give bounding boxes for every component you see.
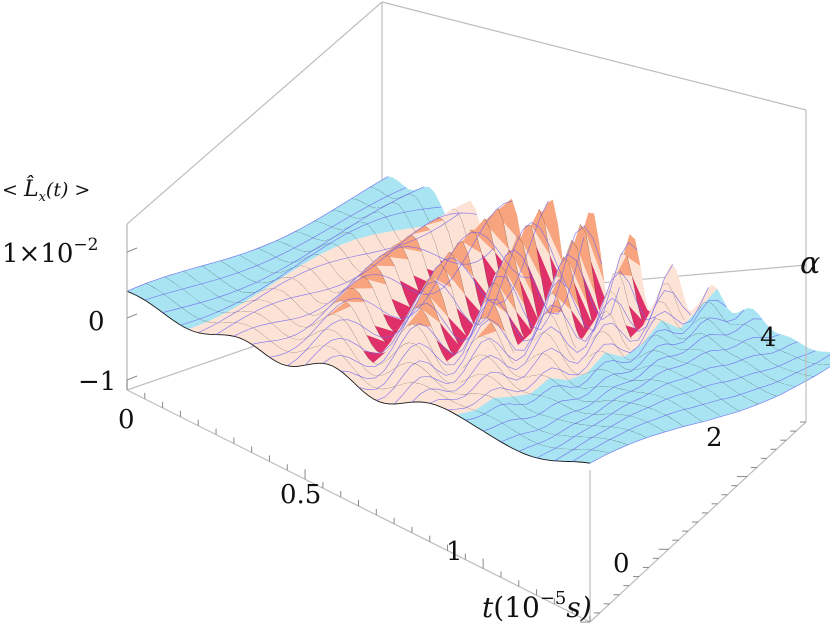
mesh-line-alpha	[500, 318, 763, 443]
mesh-line-alpha	[180, 206, 442, 326]
mesh-line-alpha	[126, 176, 389, 292]
tick-mark	[126, 247, 138, 253]
mesh-line-alpha	[287, 200, 549, 367]
mesh-line-alpha	[304, 221, 567, 366]
x-tick-label: 0	[118, 405, 135, 435]
mesh-line-alpha	[233, 246, 496, 337]
y-tick-label: 2	[706, 423, 723, 453]
mesh-line-alpha	[376, 241, 638, 401]
z-axis-label: < L̂x(t) >	[2, 176, 90, 205]
mesh-line-alpha	[589, 366, 830, 464]
z-tick-label: 0	[88, 307, 105, 337]
axis-ticks	[126, 247, 806, 623]
mesh-line-alpha	[536, 341, 798, 459]
y-tick-label: 4	[760, 323, 777, 353]
y-axis-label: α	[800, 246, 820, 281]
surface-patch	[450, 200, 477, 211]
mesh-line-alpha	[483, 309, 745, 432]
surface-mesh	[126, 176, 830, 464]
x-axis-label: t(10−5s)	[482, 588, 592, 624]
mesh-line-alpha	[322, 237, 585, 368]
mesh-line-alpha	[572, 354, 830, 462]
mesh-line-alpha	[411, 264, 674, 403]
mesh-line-alpha	[447, 287, 709, 411]
mesh-line-alpha	[144, 187, 406, 301]
mesh-line-alpha	[465, 300, 727, 421]
mesh-line-alpha	[198, 213, 460, 334]
y-tick-label: 0	[613, 549, 630, 579]
mesh-line-alpha	[215, 212, 478, 335]
mesh-line-alpha	[251, 200, 513, 345]
tick-mark	[126, 313, 138, 319]
mesh-line-alpha	[162, 186, 424, 313]
mesh-line-alpha	[358, 253, 620, 390]
tick-mark	[126, 375, 138, 381]
mesh-line-alpha	[518, 334, 780, 452]
mesh-line-alpha	[269, 231, 531, 358]
z-tick-label: −1	[78, 367, 116, 397]
mesh-line-alpha	[340, 225, 603, 380]
x-tick-label: 1	[446, 537, 463, 567]
z-tick-label: 1×10−2	[2, 235, 98, 269]
x-tick-label: 0.5	[280, 480, 321, 510]
mesh-line-alpha	[393, 270, 656, 405]
mesh-line-alpha	[554, 350, 816, 462]
mesh-line-alpha	[429, 290, 691, 404]
